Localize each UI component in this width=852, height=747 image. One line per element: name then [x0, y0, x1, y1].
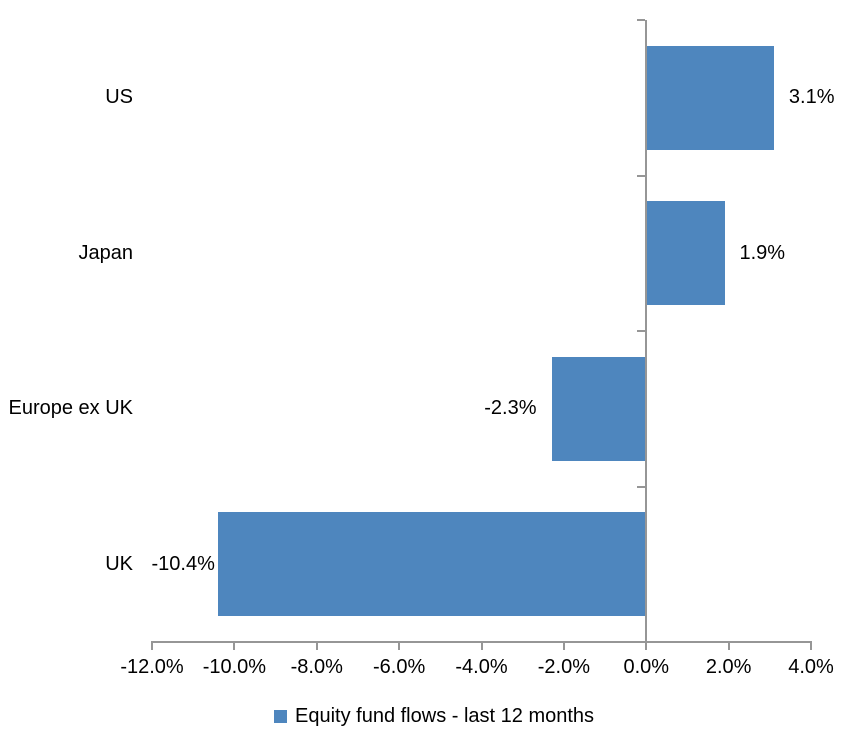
bar-us: [647, 45, 774, 150]
x-tick-mark: [233, 642, 236, 650]
data-label-europe-ex-uk: -2.3%: [484, 397, 537, 420]
x-tick-label: -6.0%: [373, 656, 426, 678]
x-tick-mark: [562, 642, 565, 650]
legend-label: Equity fund flows - last 12 months: [295, 705, 595, 727]
x-tick-mark: [315, 642, 318, 650]
x-tick-label: 2.0%: [705, 656, 752, 678]
x-tick-mark: [480, 642, 483, 650]
y-tick-mark: [637, 174, 646, 177]
x-tick-label: -8.0%: [290, 656, 343, 678]
category-label-japan: Japan: [78, 241, 134, 264]
y-tick-mark: [637, 330, 646, 332]
x-tick-label: -10.0%: [202, 656, 267, 678]
x-tick-label: 4.0%: [788, 656, 834, 678]
bar-japan: [647, 201, 725, 306]
x-tick-mark: [727, 642, 730, 650]
category-label-europe-ex-uk: Europe ex UK: [8, 397, 133, 420]
zero-axis-line: [645, 20, 648, 650]
y-tick-mark: [637, 485, 646, 488]
x-tick-mark: [398, 642, 401, 650]
x-tick-mark: [810, 642, 812, 650]
y-tick-mark: [637, 19, 646, 21]
x-tick-label: -12.0%: [120, 656, 184, 678]
bar-uk: [217, 512, 646, 617]
legend: Equity fund flows - last 12 months: [274, 705, 594, 728]
x-tick-mark: [151, 642, 153, 650]
data-label-japan: 1.9%: [739, 241, 786, 264]
x-tick-label: 0.0%: [623, 656, 670, 678]
legend-marker-icon: [274, 710, 287, 723]
category-label-uk: UK: [105, 552, 133, 575]
category-label-us: US: [105, 86, 133, 109]
bar-europe-ex-uk: [551, 356, 646, 461]
x-tick-label: -4.0%: [455, 656, 508, 678]
data-label-uk: -10.4%: [151, 552, 215, 575]
x-tick-label: -2.0%: [537, 656, 590, 678]
x-tick-mark: [645, 642, 648, 650]
data-label-us: 3.1%: [788, 86, 835, 109]
